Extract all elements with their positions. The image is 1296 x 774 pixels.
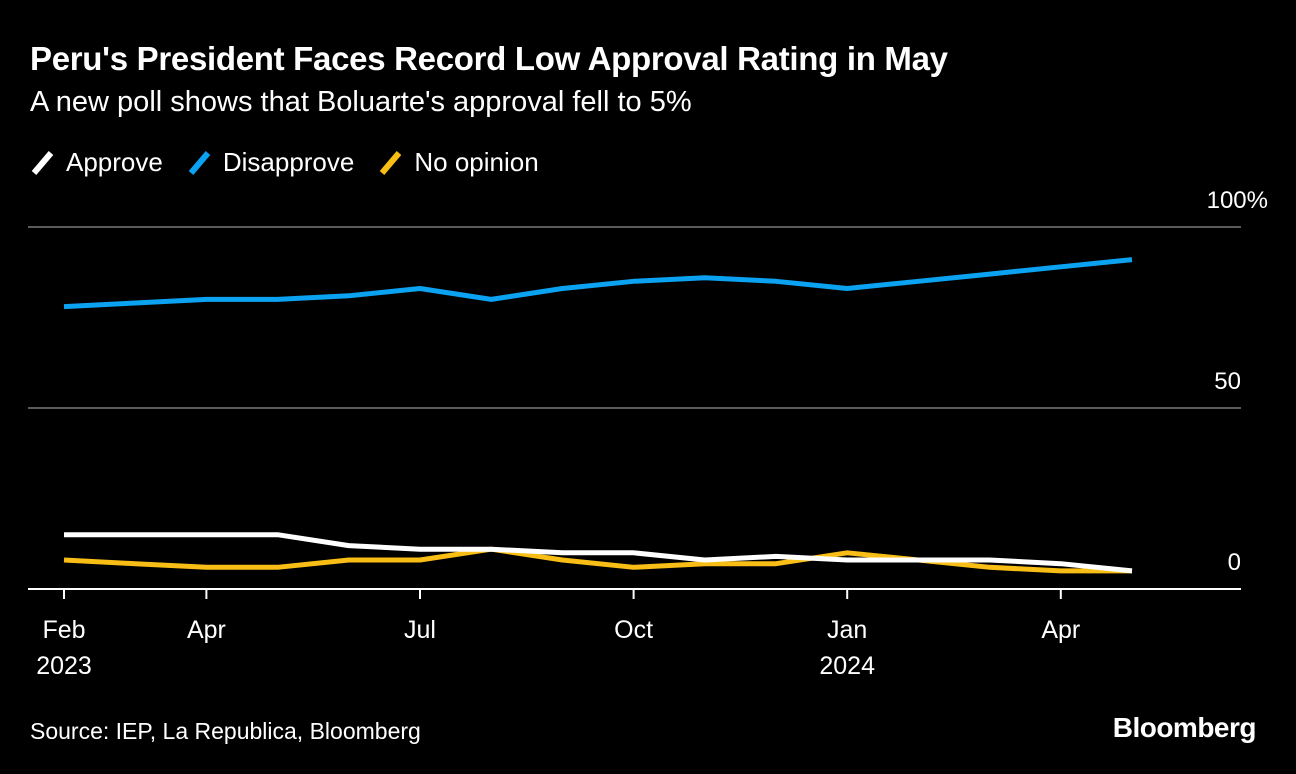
x-tick-label: Jul bbox=[404, 616, 436, 644]
y-tick-label: 0 bbox=[1228, 549, 1241, 576]
legend-swatch-approve bbox=[31, 150, 54, 175]
y-tick-label: 100% bbox=[1207, 187, 1268, 214]
series-line-no-opinion bbox=[63, 546, 1132, 574]
x-tick-label: Jan bbox=[827, 616, 867, 644]
x-tick-label: Apr bbox=[1041, 616, 1080, 644]
source-note: Source: IEP, La Republica, Bloomberg bbox=[30, 718, 421, 744]
legend-item-disapprove: Disapprove bbox=[187, 147, 355, 178]
legend-item-approve: Approve bbox=[30, 147, 163, 178]
x-tick-label: Oct bbox=[614, 616, 653, 644]
series-line-approve bbox=[64, 532, 1133, 574]
x-tick-label-year: 2023 bbox=[36, 652, 92, 680]
legend-label-no-opinion: No opinion bbox=[414, 147, 539, 177]
legend-swatch-disapprove bbox=[188, 150, 211, 175]
x-tick-label: Feb bbox=[42, 616, 85, 644]
x-tick-label-year: 2024 bbox=[819, 652, 875, 680]
chart-title: Peru's President Faces Record Low Approv… bbox=[30, 40, 948, 77]
legend-item-no-opinion: No opinion bbox=[378, 147, 539, 178]
y-tick-label: 50 bbox=[1214, 368, 1241, 395]
legend-label-approve: Approve bbox=[66, 147, 163, 177]
legend-swatch-no-opinion bbox=[380, 150, 402, 175]
series-line-disapprove bbox=[63, 257, 1133, 310]
legend: Approve Disapprove No opinion bbox=[30, 147, 563, 178]
chart-subtitle: A new poll shows that Boluarte's approva… bbox=[30, 86, 692, 118]
legend-label-disapprove: Disapprove bbox=[222, 147, 355, 177]
bloomberg-logo: Bloomberg bbox=[1112, 712, 1257, 743]
x-tick-label: Apr bbox=[187, 616, 226, 644]
